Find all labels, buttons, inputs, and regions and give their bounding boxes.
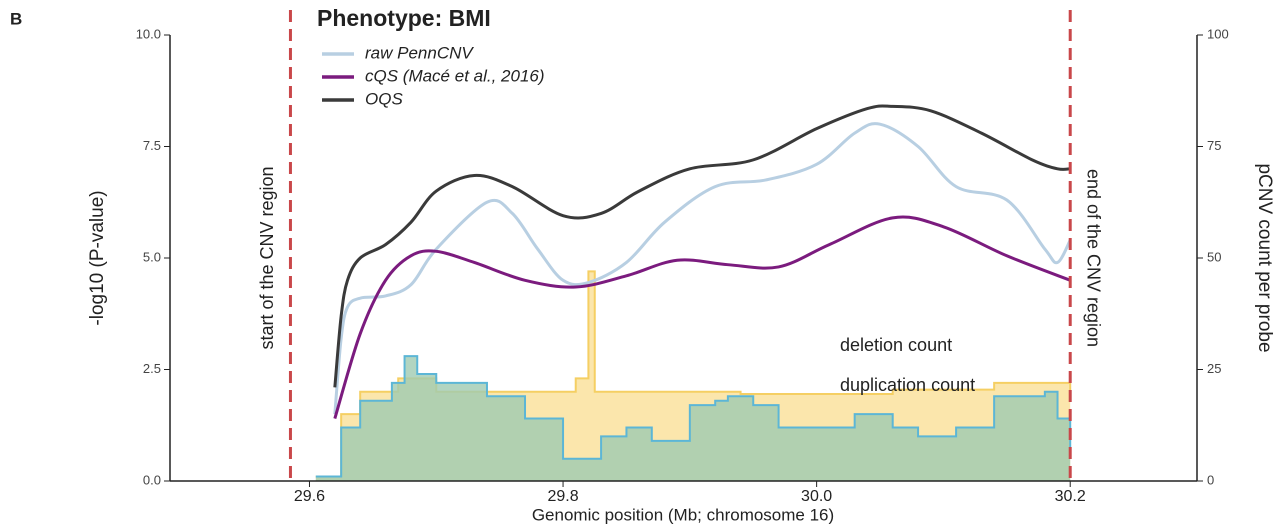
legend-label: cQS (Macé et al., 2016): [365, 66, 545, 85]
y-tick-label: 2.5: [143, 361, 161, 376]
region-label: end of the CNV region: [1083, 169, 1103, 347]
y-tick-label: 0.0: [143, 472, 161, 487]
region-label: start of the CNV region: [257, 166, 277, 349]
x-tick-label: 29.6: [294, 488, 325, 505]
area-label: deletion count: [840, 335, 952, 355]
area-step: [315, 355, 1072, 478]
y2-tick-label: 0: [1207, 472, 1214, 487]
line: [333, 104, 1071, 388]
y2-tick-label: 25: [1207, 361, 1221, 376]
y2-axis-label: pCNV count per probe: [1254, 163, 1275, 352]
x-tick-label: 30.2: [1055, 488, 1086, 505]
area-label: duplication count: [840, 375, 975, 395]
x-tick-label: 29.8: [547, 488, 578, 505]
y2-tick-label: 50: [1207, 249, 1221, 264]
line: [333, 122, 1072, 415]
area-fill: [315, 356, 1071, 481]
y-tick-label: 5.0: [143, 249, 161, 264]
area-step: [315, 270, 1072, 478]
line: [333, 215, 1071, 419]
y-tick-label: 10.0: [136, 26, 161, 41]
panel-label: B: [10, 9, 22, 28]
y-axis-label: -log10 (P-value): [87, 190, 108, 325]
legend-label: raw PennCNV: [365, 43, 474, 62]
chart-title: Phenotype: BMI: [317, 5, 491, 31]
legend-label: OQS: [365, 89, 403, 108]
x-axis-label: Genomic position (Mb; chromosome 16): [532, 505, 834, 524]
y-tick-label: 7.5: [143, 138, 161, 153]
y2-tick-label: 75: [1207, 138, 1221, 153]
x-tick-label: 30.0: [801, 488, 832, 505]
y2-tick-label: 100: [1207, 26, 1229, 41]
